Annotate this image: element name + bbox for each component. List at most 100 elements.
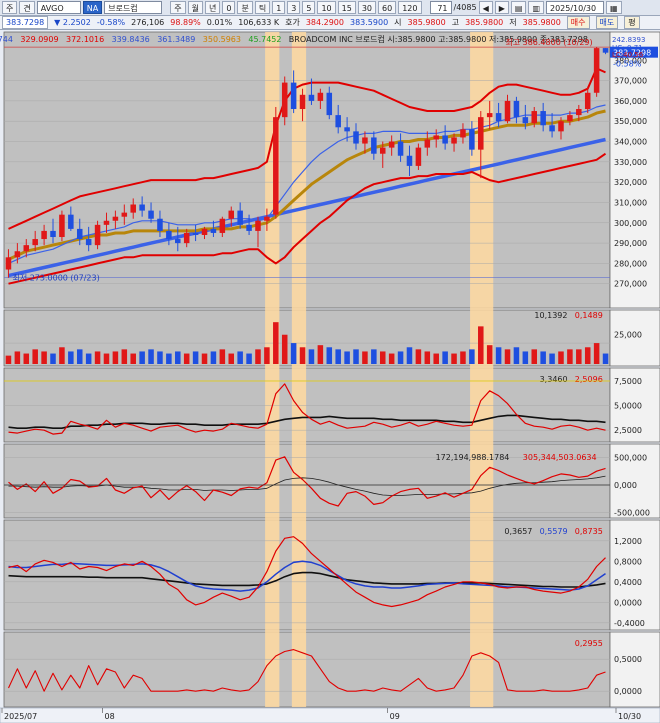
y-tick-label: 0,000: [614, 481, 637, 490]
interval-5-button[interactable]: 5: [302, 1, 316, 14]
candle: [584, 92, 591, 110]
volume-bar: [344, 351, 350, 364]
candle: [219, 218, 226, 233]
trend-line: [8, 137, 606, 278]
y-tick-label: 0,4000: [614, 578, 642, 587]
candle: [175, 239, 181, 244]
calendar-icon[interactable]: ▦: [606, 1, 622, 14]
candle: [94, 224, 101, 246]
volume-bar: [175, 351, 181, 364]
volume-bar: [192, 351, 199, 364]
interval-1-button[interactable]: 1: [272, 1, 286, 14]
volume-bar: [371, 349, 377, 364]
volume-bar: [326, 347, 333, 364]
buy-button[interactable]: 매수: [566, 16, 590, 29]
ind2-legend-1: 305,344,503.0634: [523, 453, 597, 462]
volume-bar: [228, 353, 235, 364]
bollinger-lower: [8, 152, 607, 285]
period-tick-button[interactable]: 틱: [254, 1, 271, 14]
scroll-right-button[interactable]: ▶: [494, 1, 509, 14]
fit-button[interactable]: ▥: [528, 1, 544, 14]
interval-30-button[interactable]: 30: [357, 1, 377, 14]
volume-bar: [308, 349, 315, 364]
volume-bar: [576, 349, 582, 364]
last-pct-label: -0.58%: [613, 60, 642, 69]
candle: [50, 230, 56, 238]
lc-label: LC:40.56: [612, 51, 644, 59]
eval-button[interactable]: 평: [624, 16, 640, 29]
volume-value: 276,106: [131, 18, 165, 27]
interval-10-button[interactable]: 10: [317, 1, 336, 14]
scroll-left-button[interactable]: ◀: [478, 1, 493, 14]
candle: [504, 100, 511, 122]
candle: [388, 141, 395, 148]
volume-bar: [335, 349, 341, 364]
low-label: 저: [509, 18, 517, 27]
candle: [5, 257, 12, 270]
current-price: 383.7298: [2, 16, 49, 29]
volume-bar: [522, 351, 529, 364]
interval-3-button[interactable]: 3: [287, 1, 301, 14]
candle: [406, 155, 413, 166]
volume-bar: [433, 353, 439, 364]
candle: [549, 125, 555, 132]
candle: [326, 92, 333, 116]
high-label: 고: [451, 18, 460, 27]
sell-button[interactable]: 매도: [595, 16, 619, 29]
period-0-button[interactable]: 0: [222, 1, 236, 14]
zoom-button[interactable]: ▤: [510, 1, 527, 14]
axis-i2: [609, 443, 660, 519]
date-input[interactable]: 2025/10/30: [546, 1, 604, 14]
bar-count-input[interactable]: 71: [429, 1, 452, 14]
volume-bar: [299, 347, 306, 364]
volume-bar: [558, 351, 564, 364]
last-price-label: 383.7298: [613, 49, 651, 58]
volume-bar: [460, 351, 466, 364]
volume-legend-0: 10,1392: [534, 311, 567, 320]
y-tick-label: -500,000: [614, 509, 650, 518]
candle: [59, 214, 65, 238]
candle: [540, 111, 546, 126]
candle: [32, 239, 38, 246]
highlight-column: [291, 32, 307, 707]
company-name-field[interactable]: 브로드컴: [104, 1, 163, 14]
symbol-input[interactable]: AVGO: [36, 1, 81, 14]
volume-bar: [567, 349, 573, 364]
volume-bar: [540, 351, 546, 364]
interval-120-button[interactable]: 120: [398, 1, 422, 14]
y-tick-label: 1,2000: [614, 537, 642, 546]
interval-15-button[interactable]: 15: [337, 1, 356, 14]
x-tick-label: 08: [104, 712, 114, 721]
volume-bar: [469, 349, 475, 364]
volume-bar: [486, 345, 493, 364]
volume-bar: [50, 353, 56, 364]
ind1-legend-0: 3,3460: [540, 375, 568, 384]
candle: [68, 214, 74, 229]
view-button[interactable]: 견: [19, 1, 35, 14]
last-price-box: [610, 46, 658, 58]
volume-bar: [237, 351, 243, 364]
candle: [210, 228, 217, 233]
volume-bar: [219, 349, 226, 364]
period-year-button[interactable]: 년: [204, 1, 221, 14]
period-day-button[interactable]: 주: [170, 1, 186, 14]
candle: [486, 113, 493, 118]
menu-button[interactable]: 주: [2, 1, 18, 14]
volume-bar: [264, 347, 270, 364]
candle: [513, 100, 520, 118]
y-tick-label: 270,000: [614, 280, 647, 289]
panel-i4: [3, 631, 611, 708]
candle: [183, 232, 190, 244]
period-minute-button[interactable]: 분: [237, 1, 253, 14]
price-legend-4: 339.8436: [112, 35, 150, 44]
ind3-line: [8, 571, 606, 588]
period-month-button[interactable]: 월: [187, 1, 203, 14]
volume-bar: [415, 349, 422, 364]
y-tick-label: 25,000: [614, 331, 642, 340]
panel-i1: [3, 367, 611, 443]
volume-bar: [41, 351, 47, 364]
interval-60-button[interactable]: 60: [378, 1, 397, 14]
open-label: 시: [394, 18, 402, 27]
volume-bar: [112, 351, 119, 364]
